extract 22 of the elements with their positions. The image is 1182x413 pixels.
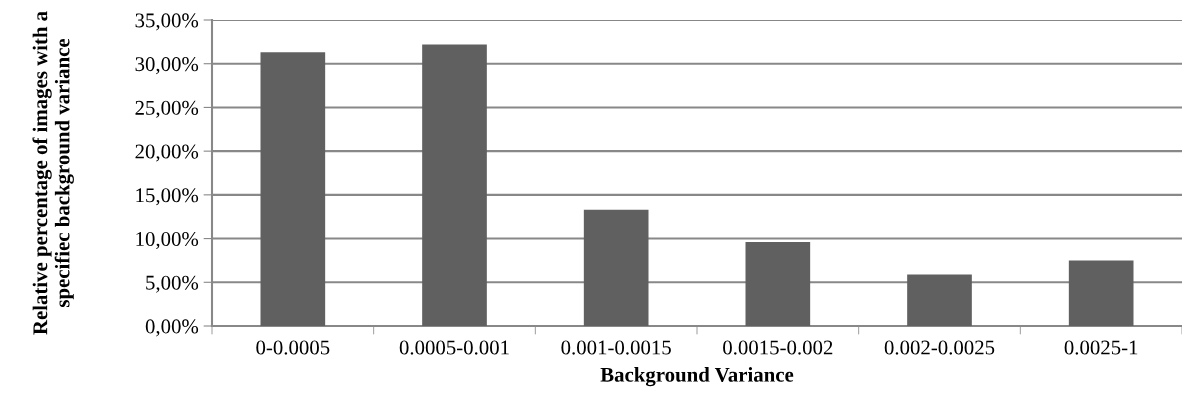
bar bbox=[422, 44, 487, 326]
y-tick-label: 15,00% bbox=[136, 188, 199, 206]
y-tick-label: 0,00% bbox=[145, 319, 199, 337]
x-tick-label: 0-0.0005 bbox=[256, 340, 330, 355]
bar bbox=[260, 52, 326, 326]
x-tick-label: 0.0015-0.002 bbox=[723, 340, 833, 355]
x-tick-label: 0.002-0.0025 bbox=[884, 340, 995, 355]
bar bbox=[1068, 260, 1134, 326]
y-tick-label: 20,00% bbox=[135, 144, 199, 162]
x-axis-title: Background Variance bbox=[600, 367, 794, 387]
bar bbox=[907, 274, 972, 326]
y-tick-label: 25,00% bbox=[135, 100, 199, 118]
x-tick-label: 0.0025-1 bbox=[1064, 340, 1138, 355]
y-tick-label: 35,00% bbox=[135, 13, 199, 31]
x-tick-label: 0.001-0.0015 bbox=[561, 340, 671, 355]
bar bbox=[745, 242, 811, 326]
bar bbox=[583, 209, 649, 326]
y-axis-title: Relative percentage of images with a specifiec background variance bbox=[32, 11, 74, 335]
y-tick-label: 30,00% bbox=[135, 57, 199, 75]
y-tick-label: 5,00% bbox=[146, 275, 199, 293]
y-tick-label: 10,00% bbox=[136, 231, 199, 249]
x-tick-label: 0.0005-0.001 bbox=[399, 340, 509, 355]
